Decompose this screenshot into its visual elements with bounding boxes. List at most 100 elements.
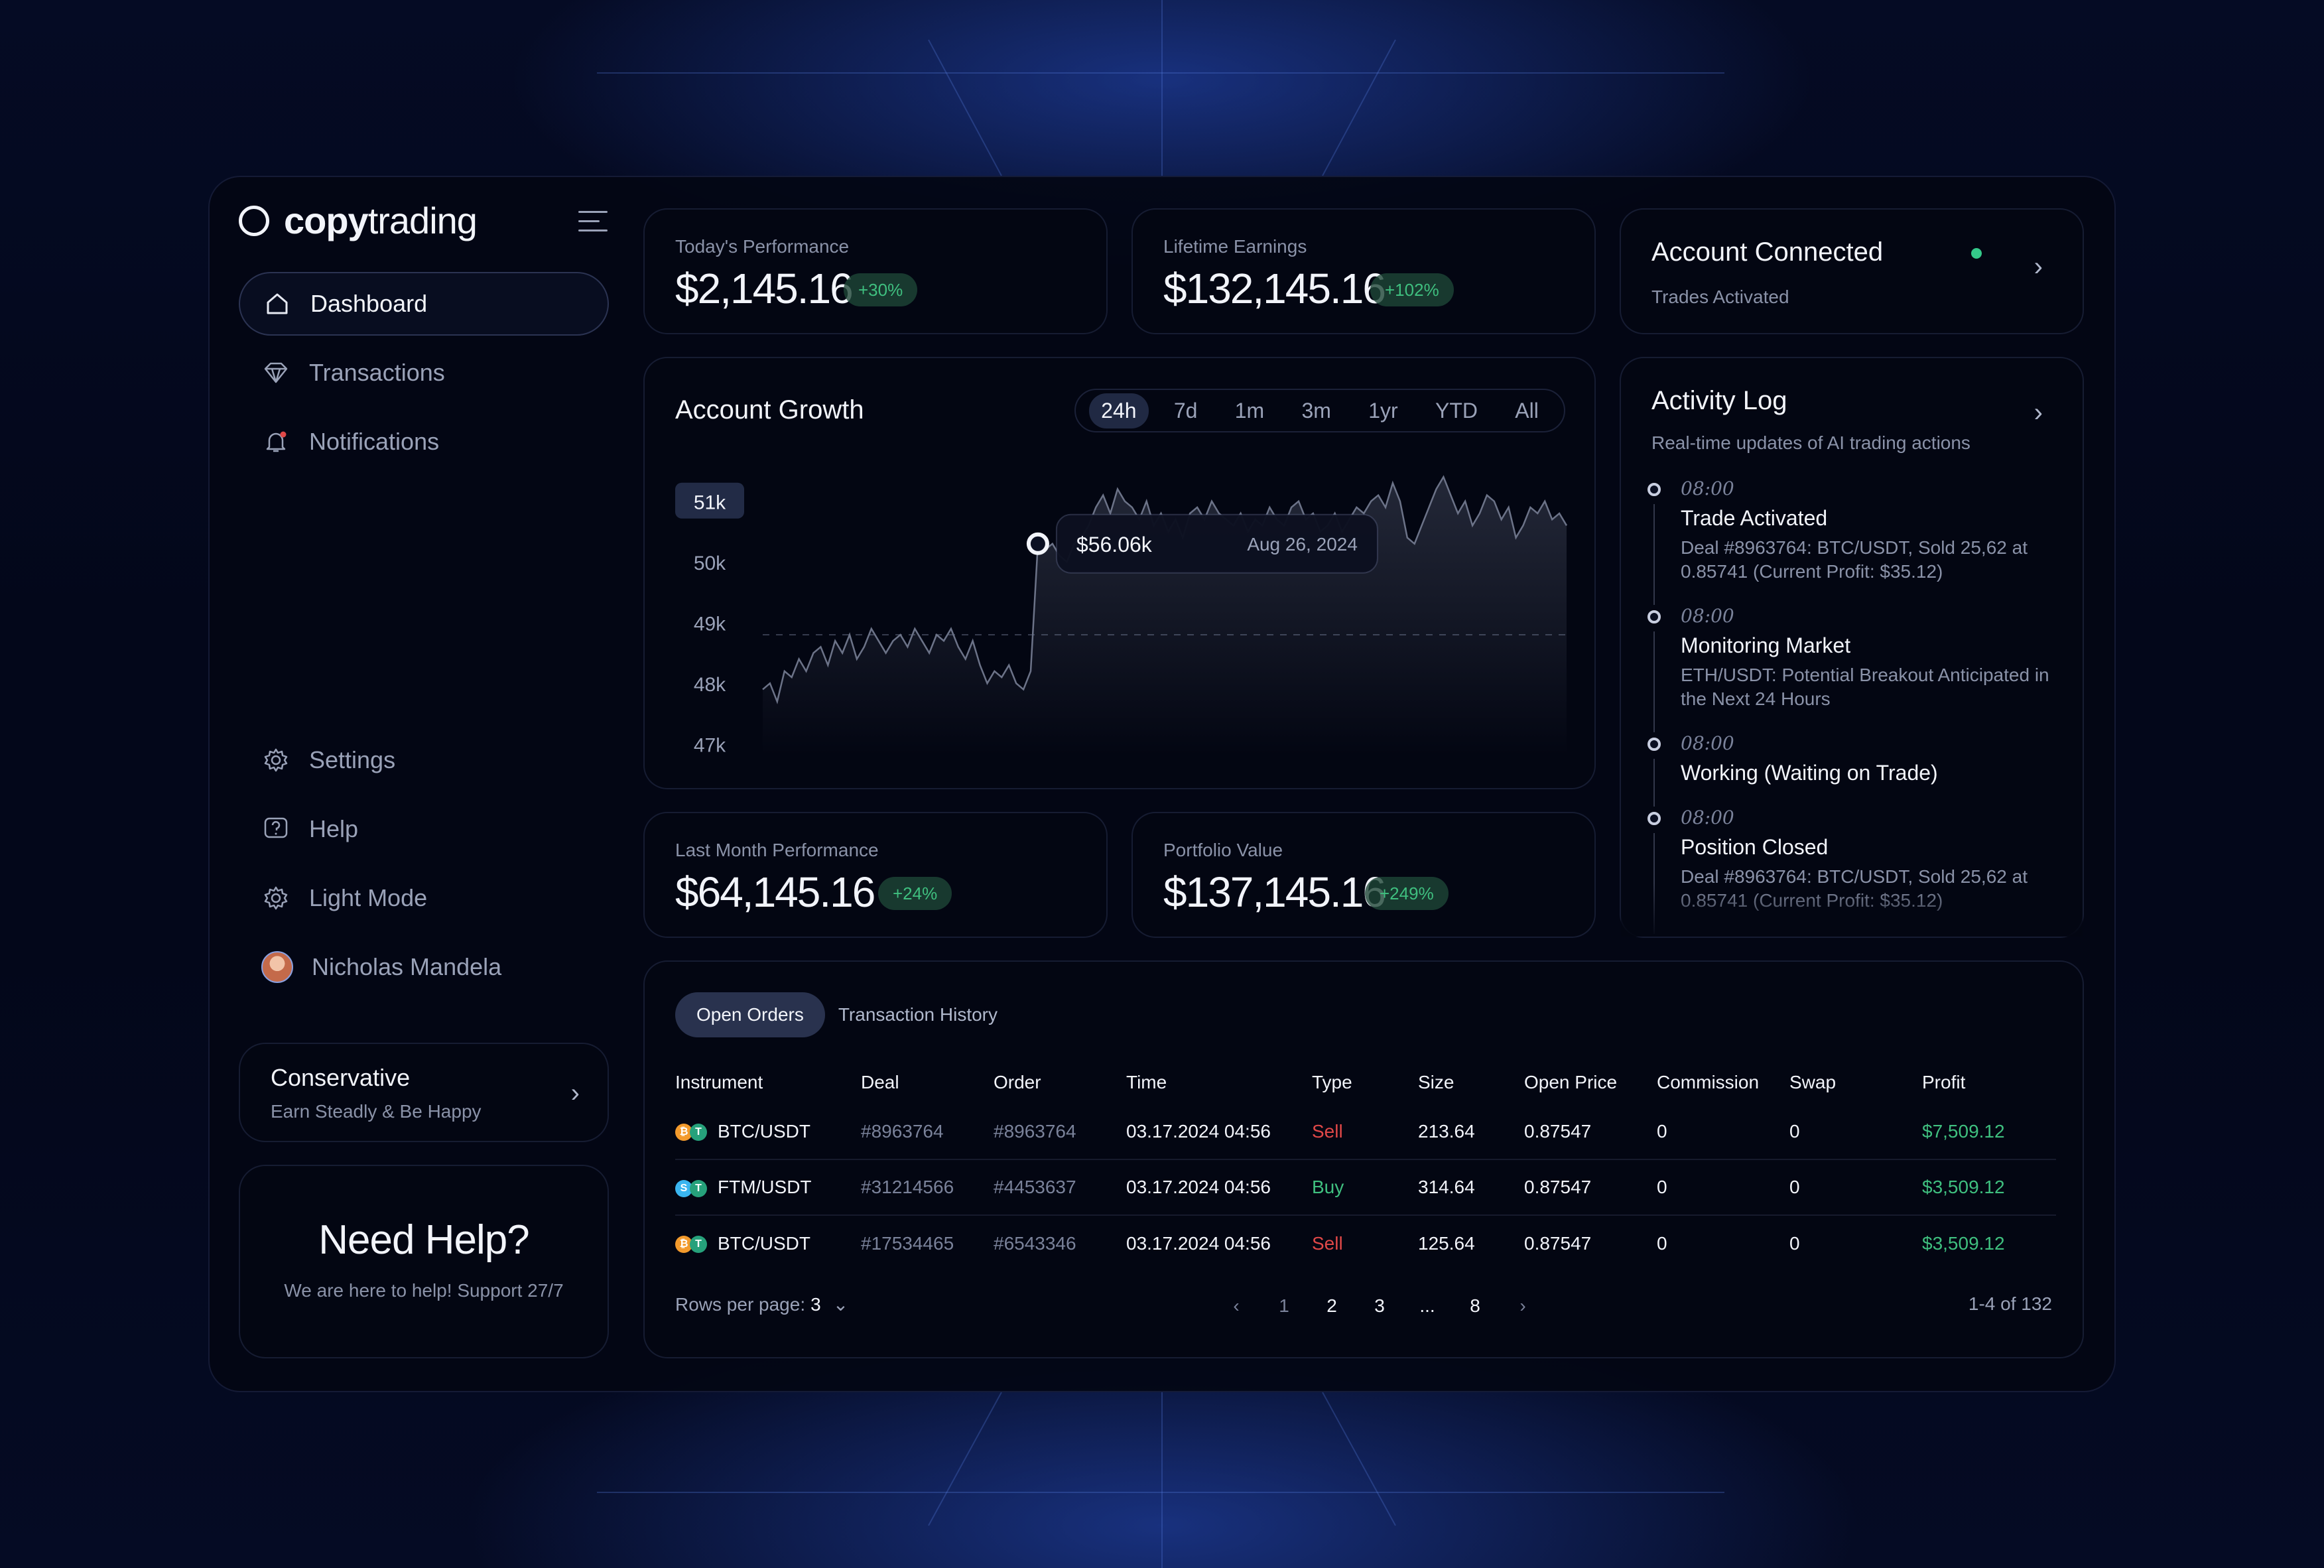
avatar	[261, 951, 293, 983]
activity-subtitle: Real-time updates of AI trading actions	[1651, 432, 1970, 453]
help-title: Need Help?	[318, 1217, 529, 1263]
help-card[interactable]: Need Help? We are here to help! Support …	[239, 1165, 609, 1358]
sun-gear-icon	[261, 883, 290, 913]
timeline-dot-icon	[1647, 738, 1661, 751]
commission: 0	[1657, 1104, 1789, 1160]
activity-log-card: Activity Log Real-time updates of AI tra…	[1620, 357, 2084, 938]
order-type: Sell	[1312, 1232, 1343, 1254]
page-3[interactable]: 3	[1374, 1295, 1385, 1316]
tab-7d[interactable]: 7d	[1173, 398, 1198, 423]
deal-id: #17534465	[861, 1232, 954, 1254]
stat-value: $132,145.16	[1163, 265, 1386, 312]
swap: 0	[1789, 1104, 1922, 1160]
stat-portfolio: Portfolio Value $137,145.16 +249%	[1131, 812, 1596, 938]
deal-id: #31214566	[861, 1159, 994, 1216]
coin-pair-icon: ₿ T	[675, 1236, 707, 1254]
timeline-dot-icon	[1647, 812, 1661, 825]
stat-label: Lifetime Earnings	[1163, 236, 1307, 257]
user-name: Nicholas Mandela	[312, 953, 502, 980]
stat-badge: +30%	[844, 273, 918, 306]
activity-heading: Trade Activated	[1681, 506, 1828, 530]
chevron-right-icon[interactable]: ›	[1519, 1295, 1526, 1316]
column-header[interactable]: Instrument	[675, 1072, 763, 1092]
table-header: Instrument Deal Order Time Type Size Ope…	[675, 1061, 2056, 1104]
sidebar-item-transactions[interactable]: Transactions	[239, 341, 609, 405]
table-row[interactable]: ₿ T BTC/USDT #8963764 #8963764 03.17.2024 …	[675, 1104, 2056, 1160]
gear-icon	[261, 746, 290, 775]
tooltip-date: Aug 26, 2024	[1247, 534, 1358, 555]
page-1[interactable]: 1	[1279, 1295, 1289, 1316]
menu-toggle-icon[interactable]	[578, 211, 608, 235]
highlight-point[interactable]	[1026, 532, 1049, 555]
chevron-down-icon: ⌄	[832, 1294, 849, 1315]
chevron-right-icon[interactable]: ›	[2033, 398, 2043, 427]
account-connected-card[interactable]: Account Connected Trades Activated ›	[1620, 208, 2084, 334]
sidebar-item-help[interactable]: Help	[239, 797, 609, 861]
y-tick-highlight	[675, 482, 744, 519]
sidebar-user[interactable]: Nicholas Mandela	[239, 935, 609, 999]
tab-transaction-history[interactable]: Transaction History	[838, 1004, 998, 1025]
account-subtitle: Trades Activated	[1651, 287, 1789, 307]
column-header[interactable]: Deal	[861, 1072, 899, 1092]
orders-table: Instrument Deal Order Time Type Size Ope…	[675, 1061, 2056, 1271]
strategy-card[interactable]: Conservative Earn Steadly & Be Happy ›	[239, 1043, 609, 1142]
activity-item: 08:00 Trade Activated Deal #8963764: BTC…	[1647, 478, 2063, 605]
order-id: #6543346	[994, 1232, 1076, 1254]
table-row[interactable]: ₿ T BTC/USDT #17534465 #6543346 03.17.2024…	[675, 1215, 2056, 1271]
logo-text-bold: copy	[284, 200, 369, 241]
tab-ytd[interactable]: YTD	[1435, 398, 1478, 423]
column-header[interactable]: Type	[1312, 1072, 1352, 1092]
stat-value: $137,145.16	[1163, 868, 1386, 916]
sidebar-item-dashboard[interactable]: Dashboard	[239, 272, 609, 336]
order-type: Sell	[1312, 1104, 1418, 1160]
orders-card: Open Orders Transaction History Instrume…	[643, 960, 2084, 1358]
stat-label: Today's Performance	[675, 236, 850, 257]
tab-all[interactable]: All	[1515, 398, 1539, 423]
strategy-title: Conservative	[271, 1064, 411, 1091]
column-header[interactable]: Open Price	[1524, 1072, 1618, 1092]
activity-time: 08:00	[1681, 478, 1734, 499]
rows-per-page[interactable]: Rows per page: 3 ⌄	[675, 1294, 849, 1315]
column-header[interactable]: Swap	[1789, 1072, 1837, 1092]
column-header[interactable]: Profit	[1922, 1072, 1966, 1092]
tab-1m[interactable]: 1m	[1234, 398, 1265, 423]
column-header[interactable]: Size	[1418, 1072, 1454, 1092]
open-price: 0.87547	[1524, 1159, 1657, 1216]
chevron-right-icon: ›	[2033, 252, 2043, 281]
tab-1yr[interactable]: 1yr	[1368, 398, 1398, 423]
help-subtitle: We are here to help! Support 27/7	[284, 1280, 564, 1301]
page-2[interactable]: 2	[1326, 1295, 1337, 1316]
page-8[interactable]: 8	[1470, 1295, 1480, 1316]
activity-heading: Monitoring Market	[1681, 633, 1851, 657]
logo-ring-icon	[239, 205, 269, 236]
activity-desc: Deal #8963764: BTC/USDT, Sold 25,62 at 0…	[1681, 537, 2028, 582]
stat-value: $64,145.16	[675, 868, 875, 916]
order-time: 03.17.2024 04:56	[1126, 1232, 1271, 1254]
tab-24h[interactable]: 24h	[1089, 393, 1149, 428]
sidebar-item-notifications[interactable]: Notifications	[239, 410, 609, 474]
y-tick-label: 48k	[694, 674, 726, 696]
timeline-dot-icon	[1647, 610, 1661, 623]
sidebar-item-light-mode[interactable]: Light Mode	[239, 866, 609, 930]
instrument: BTC/USDT	[718, 1120, 810, 1142]
tab-open-orders[interactable]: Open Orders	[675, 992, 825, 1037]
tooltip	[1055, 513, 1378, 574]
column-header[interactable]: Order	[994, 1072, 1041, 1092]
table-row[interactable]: S T FTM/USDT #31214566 #4453637 03.17.2024…	[675, 1159, 2056, 1216]
growth-chart[interactable]: 51k 50k 49k 48k 47k $56.06k Aug 26, 2024	[645, 358, 1597, 791]
column-header[interactable]: Commission	[1657, 1072, 1760, 1092]
stat-label: Portfolio Value	[1163, 840, 1283, 860]
sidebar-item-settings[interactable]: Settings	[239, 728, 609, 792]
profit: $3,509.12	[1922, 1232, 2005, 1254]
column-header[interactable]: Time	[1126, 1072, 1167, 1092]
sidebar-item-label: Dashboard	[310, 290, 428, 317]
rows-per-page-value: 3	[810, 1294, 821, 1315]
tab-3m[interactable]: 3m	[1301, 398, 1331, 423]
chevron-left-icon[interactable]: ‹	[1233, 1295, 1240, 1316]
activity-heading: Working (Waiting on Trade)	[1681, 761, 1938, 785]
deal-id: #8963764	[861, 1104, 994, 1160]
open-price: 0.87547	[1524, 1104, 1657, 1160]
order-size: 213.64	[1418, 1104, 1524, 1160]
chart-title: Account Growth	[675, 395, 864, 425]
